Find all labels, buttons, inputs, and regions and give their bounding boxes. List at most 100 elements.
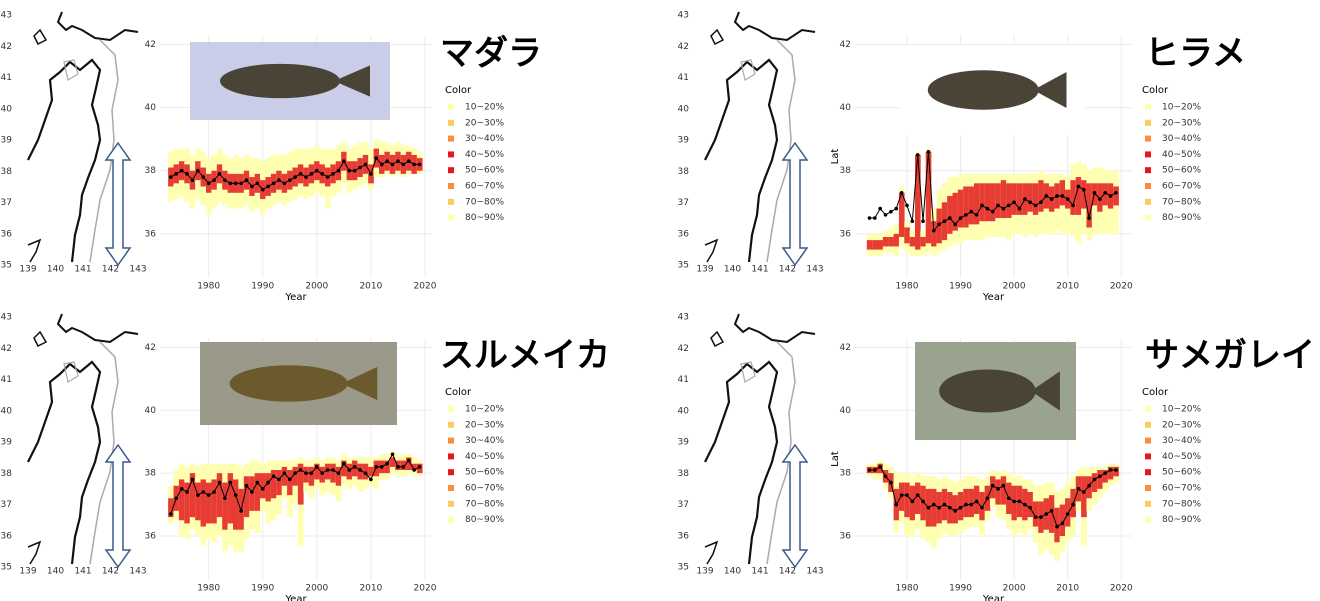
inner-band (233, 479, 239, 529)
y-tick-label: 36 (145, 229, 157, 239)
point (196, 169, 200, 173)
legend-swatch (1145, 104, 1151, 110)
point (218, 172, 222, 176)
panel-title: サメガレイ (1145, 336, 1315, 376)
point (407, 459, 411, 463)
inner-band (947, 196, 953, 234)
map-y-tick-label: 37 (1, 198, 12, 208)
legend-swatch (1145, 438, 1151, 444)
legend-label: 60~70% (1162, 484, 1201, 494)
point (884, 213, 888, 217)
legend-title: Color (1142, 387, 1169, 398)
point (412, 468, 416, 472)
inner-band (1086, 183, 1092, 227)
point (191, 178, 195, 182)
map-x-tick-label: 140 (47, 567, 64, 577)
point (986, 496, 990, 500)
point (180, 169, 184, 173)
point (1018, 207, 1022, 211)
legend-label: 20~30% (1162, 420, 1201, 430)
point (975, 213, 979, 217)
y-tick-label: 40 (840, 103, 852, 113)
point (900, 493, 904, 497)
point (1007, 204, 1011, 208)
legend-swatch (448, 501, 454, 507)
map-y-tick-label: 37 (678, 198, 689, 208)
map-y-tick-label: 35 (1, 563, 12, 573)
legend-label: 10~20% (1162, 103, 1201, 113)
point (266, 185, 270, 189)
point (277, 478, 281, 482)
point (288, 178, 292, 182)
point (185, 490, 189, 494)
animal-body (928, 70, 1039, 110)
map-x-tick-label: 141 (74, 265, 91, 275)
legend-label: 30~40% (465, 134, 504, 144)
inner-band (872, 240, 878, 249)
legend-swatch (1145, 183, 1151, 189)
x-tick-label: 2000 (305, 282, 328, 292)
map-x-tick-label: 141 (751, 567, 768, 577)
point (283, 471, 287, 475)
point (1012, 500, 1016, 504)
x-tick-label: 2010 (359, 282, 382, 292)
legend-label: 70~80% (465, 197, 504, 207)
point (878, 465, 882, 469)
inner-band (904, 228, 910, 244)
x-axis-title: Year (284, 594, 307, 601)
photo (200, 342, 397, 425)
x-axis-title: Year (982, 292, 1005, 303)
map-y-tick-label: 40 (678, 406, 690, 416)
point (937, 506, 941, 510)
point (320, 471, 324, 475)
inner-band (1097, 470, 1103, 489)
map-y-tick-label: 41 (1, 375, 12, 385)
photo (190, 42, 390, 120)
legend-swatch (1145, 485, 1151, 491)
map-x-tick-label: 141 (74, 567, 91, 577)
legend-label: 10~20% (1162, 405, 1201, 415)
point (304, 175, 308, 179)
legend-label: 10~20% (465, 405, 504, 415)
inner-band (292, 467, 298, 486)
point (948, 216, 952, 220)
legend-swatch (448, 183, 454, 189)
point (407, 159, 411, 163)
y-axis-title: Lat (830, 149, 841, 165)
legend-swatch (1145, 120, 1151, 126)
point (396, 159, 400, 163)
map-x-tick-label: 139 (19, 265, 36, 275)
map-y-tick-label: 43 (678, 313, 689, 323)
map-y-tick-label: 36 (678, 229, 690, 239)
map-y-tick-label: 39 (678, 438, 690, 448)
point (1114, 468, 1118, 472)
point (174, 172, 178, 176)
point (212, 490, 216, 494)
point (326, 468, 330, 472)
inner-band (995, 183, 1001, 218)
point (347, 468, 351, 472)
inner-band (330, 464, 336, 483)
inner-band (920, 237, 926, 246)
animal-body (220, 64, 340, 98)
x-tick-label: 1980 (896, 584, 919, 594)
point (1066, 512, 1070, 516)
inner-band (915, 155, 921, 250)
point (1018, 500, 1022, 504)
inner-band (963, 186, 969, 227)
point (174, 496, 178, 500)
inner-band (1081, 476, 1087, 517)
map-y-tick-label: 40 (678, 104, 690, 114)
inner-band (1038, 180, 1044, 212)
y-tick-label: 38 (840, 469, 852, 479)
point (1039, 200, 1043, 204)
map-y-tick-label: 42 (1, 42, 12, 52)
point (1028, 506, 1032, 510)
point (234, 182, 238, 186)
inner-band (217, 473, 223, 517)
map-y-tick-label: 39 (678, 136, 690, 146)
point (1028, 200, 1032, 204)
legend-label: 70~80% (465, 499, 504, 509)
map-y-tick-label: 38 (1, 167, 13, 177)
inner-band (1011, 183, 1017, 215)
